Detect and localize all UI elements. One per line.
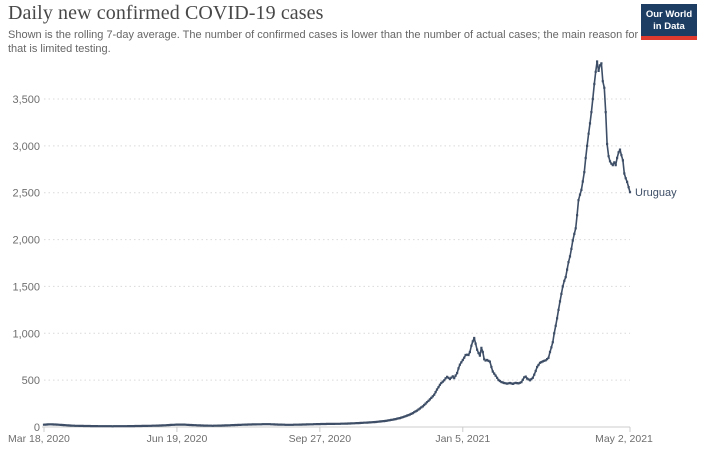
chart-title: Daily new confirmed COVID-19 cases xyxy=(8,2,324,24)
chart-subtitle: Shown is the rolling 7-day average. The … xyxy=(8,28,640,56)
y-tick-label: 500 xyxy=(22,375,40,387)
owid-logo[interactable]: Our World in Data xyxy=(641,4,697,40)
owid-logo-line-2: in Data xyxy=(653,20,685,32)
y-tick-label: 3,500 xyxy=(12,94,40,106)
chart-subtitle-line-2: that is limited testing. xyxy=(8,43,111,55)
x-tick-label: Mar 18, 2020 xyxy=(8,433,70,445)
x-tick-label: Sep 27, 2020 xyxy=(289,433,352,445)
owid-logo-line-1: Our World xyxy=(645,9,693,20)
chart-canvas[interactable]: 0 500 1,000 1,500 2,000 2,500 3,000 3,500 Mar 18… xyxy=(0,54,702,459)
x-tick-label: May 2, 2021 xyxy=(595,433,653,445)
chart-subtitle-line-1: Shown is the rolling 7-day average. The … xyxy=(8,29,639,41)
x-tick-label: Jan 5, 2021 xyxy=(435,433,490,445)
y-tick-label: 0 xyxy=(34,422,40,434)
y-tick-label: 1,000 xyxy=(12,328,40,340)
y-tick-label: 2,000 xyxy=(12,235,40,247)
data-point-markers xyxy=(42,60,632,428)
entity-label-uruguay[interactable]: Uruguay xyxy=(635,187,677,199)
y-tick-label: 1,500 xyxy=(12,281,40,293)
y-tick-label: 2,500 xyxy=(12,188,40,200)
y-tick-label: 3,000 xyxy=(12,141,40,153)
x-tick-label: Jun 19, 2020 xyxy=(147,433,208,445)
data-line xyxy=(43,60,631,428)
